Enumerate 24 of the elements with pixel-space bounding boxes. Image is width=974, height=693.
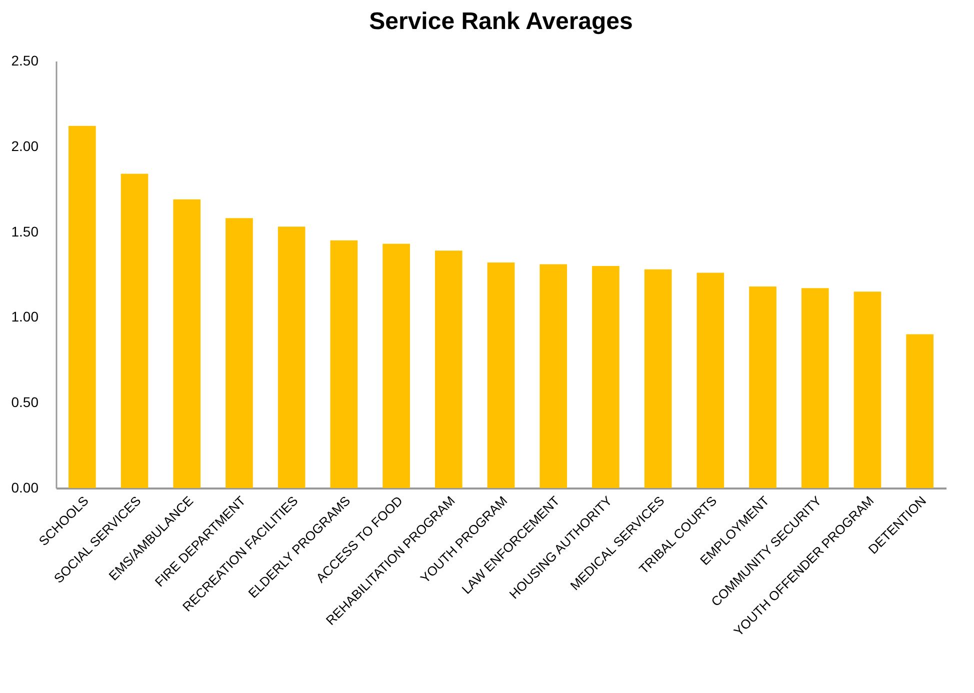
y-tick-label: 0.50 bbox=[11, 394, 39, 410]
bar bbox=[382, 244, 410, 488]
bar bbox=[173, 199, 201, 488]
y-tick-label: 0.00 bbox=[11, 480, 39, 496]
y-tick-label: 2.50 bbox=[11, 52, 39, 68]
bar bbox=[644, 269, 672, 488]
bar bbox=[487, 262, 515, 488]
bar bbox=[330, 240, 358, 488]
y-tick-label: 2.00 bbox=[11, 138, 39, 154]
chart-title: Service Rank Averages bbox=[369, 8, 633, 35]
bar bbox=[226, 218, 253, 488]
bar bbox=[854, 292, 882, 488]
bar bbox=[434, 250, 462, 488]
bar bbox=[592, 266, 620, 488]
y-tick-label: 1.00 bbox=[11, 308, 39, 325]
bar bbox=[696, 272, 724, 488]
bar bbox=[801, 288, 829, 488]
bar bbox=[906, 334, 934, 488]
bar bbox=[749, 286, 776, 488]
bar bbox=[278, 226, 306, 488]
bar bbox=[120, 174, 148, 488]
y-tick-label: 1.50 bbox=[11, 223, 39, 240]
bar bbox=[68, 126, 96, 488]
bar bbox=[540, 264, 568, 488]
